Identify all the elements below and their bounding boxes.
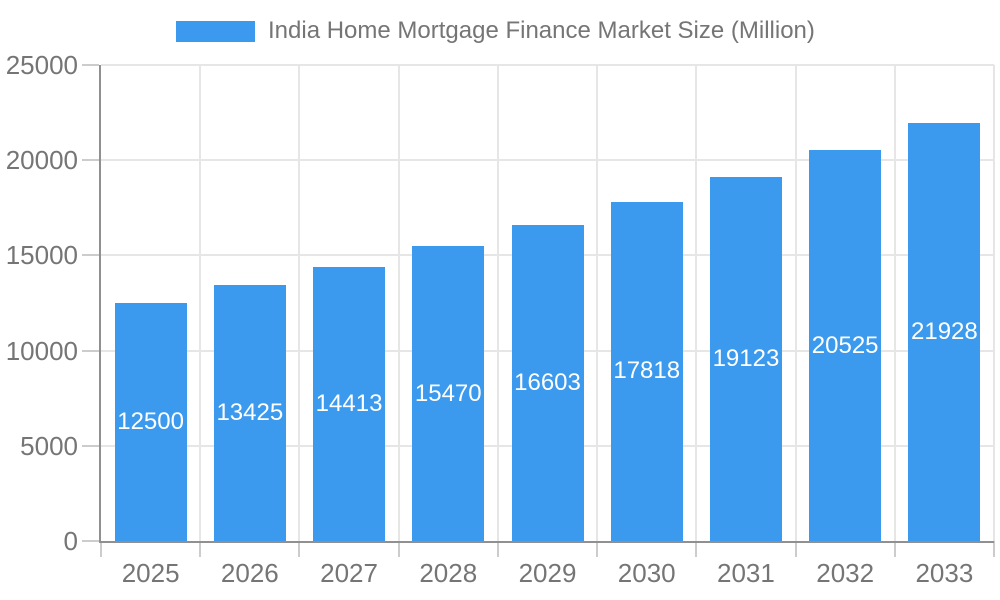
x-axis-tick — [496, 541, 499, 557]
bar-value-label: 12500 — [117, 408, 184, 435]
y-axis-label: 0 — [63, 526, 78, 556]
y-axis-tick — [82, 254, 99, 257]
bar[interactable] — [511, 224, 584, 541]
bar[interactable] — [313, 266, 386, 541]
y-axis-label: 10000 — [5, 335, 78, 366]
v-gridline — [596, 65, 599, 541]
v-gridline — [496, 65, 499, 541]
x-axis-line — [99, 541, 994, 543]
v-gridline — [298, 65, 301, 541]
bar[interactable] — [412, 246, 485, 541]
x-axis-label: 2028 — [419, 558, 478, 588]
bar[interactable] — [213, 285, 286, 541]
y-axis-label: 20000 — [5, 145, 78, 176]
y-axis-tick — [82, 444, 99, 447]
x-axis-label: 2026 — [220, 558, 279, 588]
y-axis-tick — [82, 540, 99, 542]
v-gridline — [199, 65, 202, 541]
y-axis-tick — [82, 349, 99, 352]
h-gridline — [101, 64, 994, 66]
x-axis-label: 2029 — [518, 558, 577, 588]
bar-value-label: 17818 — [613, 357, 681, 385]
x-axis-tick — [100, 541, 102, 557]
legend-swatch — [176, 20, 255, 42]
h-gridline — [101, 159, 994, 162]
x-axis-label: 2027 — [320, 558, 378, 588]
bar-value-label: 13425 — [216, 399, 284, 427]
x-axis-tick — [596, 541, 599, 557]
bar-value-label: 16603 — [514, 368, 581, 396]
legend[interactable]: India Home Mortgage Finance Market Size … — [176, 17, 815, 45]
bar[interactable] — [610, 201, 683, 541]
bar[interactable] — [114, 303, 187, 541]
x-axis-tick — [695, 541, 698, 557]
bar[interactable] — [908, 123, 981, 541]
bar[interactable] — [809, 150, 882, 541]
v-gridline — [695, 65, 698, 541]
x-axis-label: 2032 — [816, 558, 875, 588]
legend-label: India Home Mortgage Finance Market Size … — [268, 17, 815, 44]
x-axis-tick — [298, 541, 301, 557]
x-axis-tick — [993, 541, 995, 557]
v-gridline — [993, 65, 995, 541]
x-axis-tick — [199, 541, 202, 557]
x-axis-label: 2031 — [717, 558, 775, 588]
bar-value-label: 15470 — [414, 379, 482, 407]
x-axis-label: 2030 — [617, 558, 676, 588]
bar-value-label: 21928 — [911, 318, 978, 346]
x-axis-tick — [794, 541, 797, 557]
y-axis-line — [99, 65, 101, 543]
y-axis-label: 5000 — [20, 430, 78, 461]
v-gridline — [794, 65, 797, 541]
y-axis-tick — [82, 159, 99, 162]
x-axis-tick — [893, 541, 896, 557]
bar-value-label: 20525 — [811, 331, 879, 359]
v-gridline — [893, 65, 896, 541]
x-axis-label: 2025 — [121, 558, 180, 588]
bar-value-label: 19123 — [712, 344, 780, 372]
y-axis-label: 15000 — [5, 240, 78, 271]
y-axis-tick — [82, 64, 99, 66]
x-axis-label: 2033 — [915, 558, 974, 588]
bar[interactable] — [709, 176, 782, 541]
y-axis-label: 25000 — [5, 50, 78, 80]
bar-value-label: 14413 — [315, 389, 383, 417]
x-axis-tick — [397, 541, 400, 557]
v-gridline — [397, 65, 400, 541]
